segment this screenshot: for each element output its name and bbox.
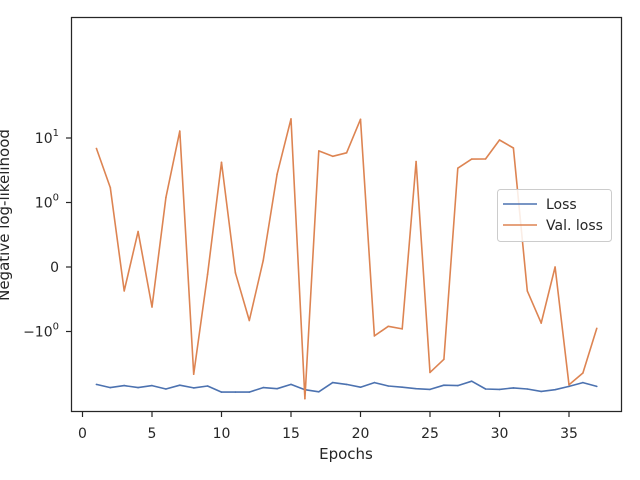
series-line-1 [95, 118, 598, 400]
data-point [498, 388, 501, 391]
y-tick-label: 101 [35, 128, 59, 147]
series-line-0 [96, 380, 598, 393]
data-point [526, 388, 529, 390]
x-tick-label: 30 [491, 426, 509, 442]
data-point [206, 273, 209, 275]
data-point [262, 386, 265, 389]
x-tick-label: 0 [78, 426, 87, 442]
data-point [248, 319, 251, 322]
data-point [318, 391, 320, 393]
data-point [526, 290, 529, 292]
y-axis-label: Negative log-likelihood [0, 129, 13, 301]
series-layer [95, 118, 598, 400]
data-point [331, 155, 334, 158]
y-tick-label: 0 [50, 260, 59, 276]
data-point [443, 384, 445, 387]
data-point [582, 381, 584, 384]
data-point [331, 381, 334, 384]
data-point [179, 130, 181, 132]
data-point [582, 372, 584, 374]
data-point [498, 139, 501, 141]
data-point [457, 167, 459, 169]
data-point [470, 158, 473, 160]
data-point [234, 391, 237, 393]
legend-box [497, 189, 612, 242]
data-point [290, 383, 292, 386]
data-point [234, 272, 237, 274]
x-tick-label: 25 [421, 426, 439, 442]
data-point [220, 391, 223, 393]
data-point [512, 147, 515, 149]
data-point [429, 388, 431, 391]
data-point [457, 384, 459, 387]
y-tick-label: 100 [35, 193, 59, 212]
x-tick-label: 15 [282, 426, 300, 442]
data-point [109, 186, 112, 189]
data-point [401, 386, 404, 389]
data-point [415, 160, 417, 163]
data-point [415, 387, 417, 390]
data-point [192, 387, 195, 389]
data-point [179, 384, 181, 387]
y-axis: 101 100 0 −100 [23, 128, 72, 341]
data-point [123, 384, 125, 387]
data-point [387, 385, 390, 387]
data-point [192, 373, 195, 376]
x-axis: 0 5 10 15 20 25 30 35 [78, 411, 578, 442]
data-point [401, 328, 404, 330]
x-tick-label: 35 [560, 426, 578, 442]
legend-label-val-loss: Val. loss [546, 218, 603, 234]
data-point [165, 388, 167, 390]
data-point [151, 306, 153, 308]
data-point [596, 327, 598, 330]
data-point [276, 387, 278, 390]
data-point [359, 118, 362, 121]
data-point [276, 173, 278, 175]
legend: Loss Val. loss [497, 189, 612, 242]
data-point [512, 387, 515, 389]
data-point [540, 390, 542, 393]
data-point [387, 325, 390, 328]
plot-frame [70, 16, 623, 413]
data-point [373, 335, 376, 337]
data-point [220, 161, 223, 164]
data-point [554, 388, 556, 391]
data-point [290, 118, 292, 120]
data-point [484, 388, 487, 390]
data-point [484, 158, 487, 160]
x-tick-label: 5 [148, 426, 157, 442]
y-tick-label: −100 [23, 322, 59, 341]
data-point [554, 266, 556, 268]
data-point [429, 371, 431, 374]
data-point [345, 383, 348, 386]
x-tick-label: 10 [213, 426, 231, 442]
data-point [540, 322, 542, 324]
data-point [109, 386, 112, 389]
data-point [304, 397, 306, 400]
data-point [262, 259, 265, 262]
data-point [151, 384, 153, 387]
x-axis-label: Epochs [319, 445, 373, 463]
data-point [568, 385, 570, 388]
data-point [248, 391, 251, 393]
data-point [137, 230, 139, 233]
legend-label-loss: Loss [546, 197, 577, 213]
data-point [137, 386, 139, 389]
data-point [95, 383, 98, 386]
data-point [345, 152, 348, 154]
data-point [95, 147, 98, 150]
data-point [165, 196, 167, 199]
data-point [318, 150, 320, 152]
data-point [568, 384, 570, 386]
x-tick-label: 20 [352, 426, 370, 442]
data-point [470, 380, 473, 383]
data-point [596, 385, 598, 388]
data-point [359, 386, 362, 389]
data-point [123, 290, 125, 292]
data-point [373, 381, 376, 384]
data-point [206, 385, 209, 387]
data-point [443, 358, 445, 361]
